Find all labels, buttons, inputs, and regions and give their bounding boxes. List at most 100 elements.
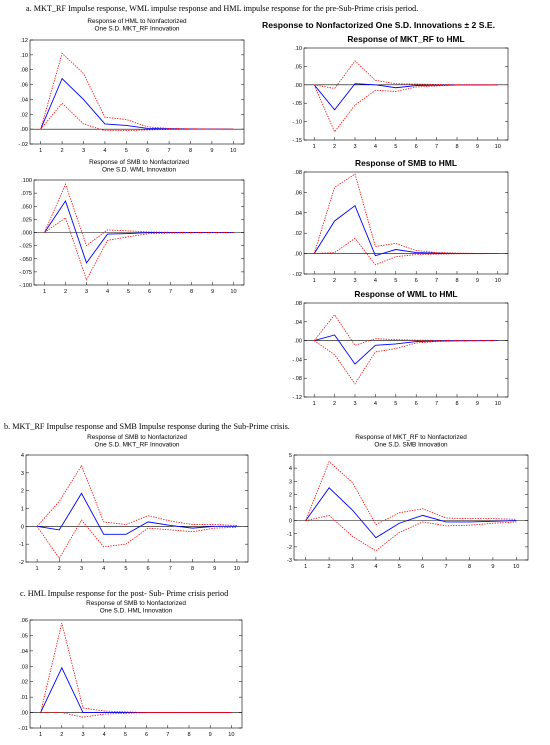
y-tick-label: -3 [287,558,292,564]
y-tick-label: 1 [21,507,24,513]
y-tick-label: 2 [21,489,24,495]
x-tick-label: 1 [313,144,316,150]
chart-title-line: Response of SMB to HML [355,158,457,168]
x-tick-label: 5 [394,144,397,150]
x-tick-label: 6 [146,148,149,154]
response-line [313,204,498,257]
x-tick-label: 10 [228,732,234,738]
y-tick-label: -.025 [19,244,32,250]
y-tick-label: -.02 [292,272,302,278]
x-tick-label: 1 [313,278,316,284]
x-tick-label: 2 [60,732,63,738]
x-tick-label: 9 [476,144,479,150]
upper-band-line [313,314,498,346]
x-tick-label: 5 [125,148,128,154]
y-tick-label: -1 [287,532,292,538]
plot-frame [303,171,509,275]
upper-band-line [40,622,232,713]
upper-band-line [40,52,234,130]
y-tick-label: .08 [294,170,302,176]
x-tick-label: 8 [455,401,458,407]
x-tick-label: 4 [374,564,377,570]
response-line [314,334,498,365]
y-tick-label: .075 [21,191,32,197]
x-tick-label: 3 [353,144,356,150]
y-tick-label: -2 [19,560,24,566]
x-tick-label: 7 [169,566,172,572]
response-line [313,83,498,111]
upper-band-line [313,173,498,254]
y-tick-label: .03 [20,664,28,670]
x-tick-label: 3 [85,289,88,295]
y-tick-label: .04 [20,97,28,103]
chart-title-line: Response of SMB to Nonfactorized [87,434,187,441]
x-tick-label: 5 [127,289,130,295]
group-title: Response to Nonfactorized One S.D. Innov… [262,20,495,30]
x-tick-label: 9 [213,566,216,572]
y-tick-label: -.100 [19,283,32,289]
plot-frame [29,39,245,145]
y-tick-label: -.02 [18,142,28,148]
x-tick-label: 10 [230,148,236,154]
x-tick-label: 6 [421,564,424,570]
y-tick-label: .04 [294,211,302,217]
y-tick-label: -.050 [19,257,32,263]
y-tick-label: -.15 [292,138,302,144]
x-tick-label: 9 [491,564,494,570]
response-line [37,492,237,535]
x-tick-label: 6 [145,732,148,738]
chart-smb-to-wml: Response of SMB to Nonfactorized One S.D.… [4,157,254,299]
x-tick-label: 8 [187,732,190,738]
chart-title-line: One S.D. SMB Innovation [374,442,448,449]
chart-mktrf-to-smb-crisis: Response of MKT_RF to Nonfactorized One S… [274,432,534,574]
caption-b: b. MKT_RF Impulse response and SMB Impul… [4,422,290,431]
y-tick-label: 0 [289,519,292,525]
x-tick-label: 5 [394,401,397,407]
x-tick-label: 9 [211,289,214,295]
lower-band-line [36,519,237,560]
y-tick-label: .025 [21,217,32,223]
chart-title-line: Response of SMB to Nonfactorized [89,159,189,166]
x-tick-label: 4 [374,144,377,150]
chart-svg: Response of SMB to HML -.02 .00 .02 .04 .06 .0… [292,158,509,284]
y-tick-label: 4 [21,453,24,459]
x-tick-label: 6 [147,566,150,572]
chart-title-line: Response of WML to HML [354,289,457,299]
y-tick-label: .050 [21,204,32,210]
y-tick-label: .00 [20,711,28,717]
y-tick-label: .000 [21,231,32,237]
chart-title-line: One S.D. MKT_RF Innovation [95,442,180,449]
x-tick-label: 7 [445,564,448,570]
x-tick-label: 2 [58,566,61,572]
plot-frame [25,454,249,563]
x-tick-label: 6 [148,289,151,295]
y-tick-label: -.075 [19,270,32,276]
lower-band-line [313,340,498,385]
response-line [44,199,234,264]
x-tick-label: 7 [435,144,438,150]
x-tick-label: 3 [353,278,356,284]
y-tick-label: .08 [294,301,302,307]
x-tick-label: 7 [169,289,172,295]
y-tick-label: .04 [20,649,28,655]
y-tick-label: -2 [287,545,292,551]
chart-smb-to-mktrf-crisis: Response of SMB to Nonfactorized One S.D.… [4,432,254,576]
x-tick-label: 2 [333,401,336,407]
x-tick-label: 2 [64,289,67,295]
lower-band-line [40,712,232,718]
x-tick-label: 4 [374,278,377,284]
x-tick-label: 7 [168,148,171,154]
y-tick-label: .04 [294,320,302,326]
x-tick-label: 8 [190,289,193,295]
x-tick-label: 4 [106,289,109,295]
x-tick-label: 5 [124,566,127,572]
x-tick-label: 3 [351,564,354,570]
chart-wml-to-hml: Response of WML to HML -.12 -.08 -.04 .00 .04… [278,287,520,409]
x-tick-label: 7 [435,278,438,284]
y-tick-label: -.12 [292,395,302,401]
y-tick-label: .02 [20,112,28,118]
chart-svg: Response of WML to HML -.12 -.08 -.04 .00 .04… [292,289,509,407]
